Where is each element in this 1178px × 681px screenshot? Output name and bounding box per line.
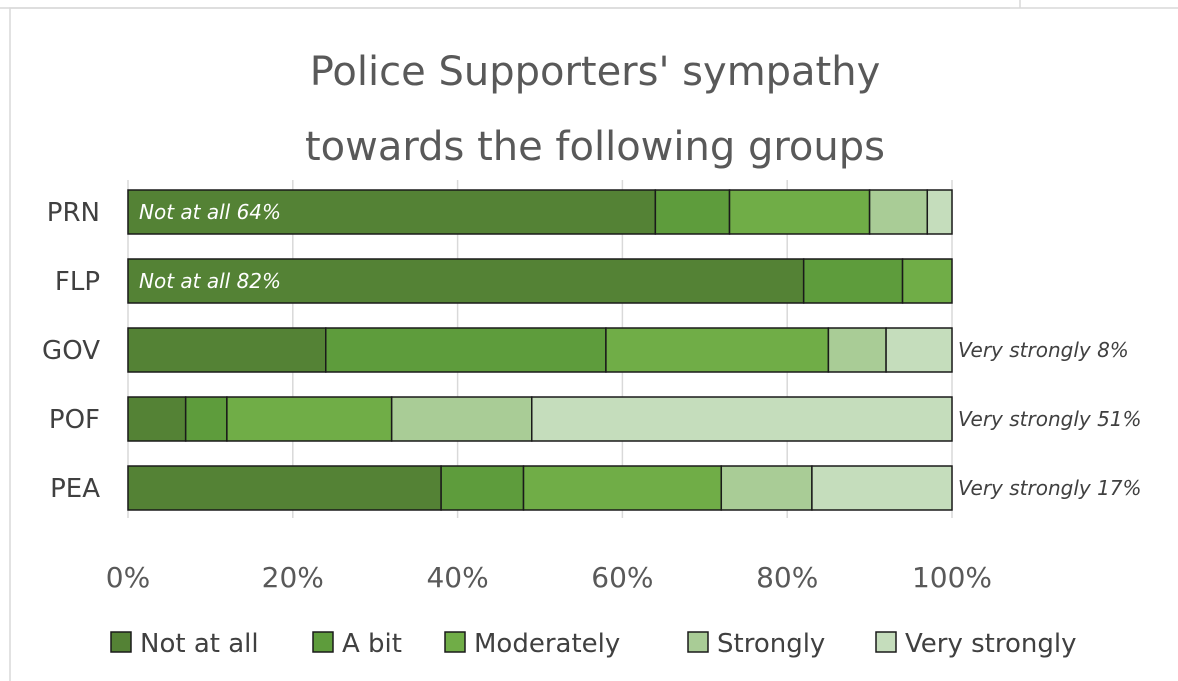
bar-segment-prn-4 — [926, 189, 953, 235]
chart-title: Police Supporters' sympathy towards the … — [305, 49, 885, 170]
bar-data-label-pea: Very strongly 17% — [958, 476, 1142, 500]
bar-data-label-gov: Very strongly 8% — [958, 338, 1129, 362]
bar-segment-pof-1 — [184, 396, 228, 442]
x-axis-tick-labels: 0% 20% 40% 60% 80% 100% — [106, 561, 992, 594]
x-tick-label: 20% — [262, 561, 324, 594]
bar-segment-pof-3 — [390, 396, 533, 442]
legend-label: Strongly — [717, 629, 825, 659]
bar-segment-pea-4 — [811, 465, 953, 511]
legend-label: Moderately — [474, 629, 620, 659]
legend: Not at all A bit Moderately Strongly Very st… — [110, 629, 1076, 659]
bar-segment-pof-0 — [127, 396, 187, 442]
bar-segment-prn-2 — [728, 189, 871, 235]
legend-swatch — [312, 631, 334, 653]
legend-swatch — [110, 631, 132, 653]
category-label-pof: POF — [49, 405, 100, 435]
category-labels: PRN FLP GOV POF PEA — [42, 198, 100, 504]
x-tick-label: 60% — [591, 561, 653, 594]
legend-swatch — [687, 631, 709, 653]
bar-segment-prn-0 — [127, 189, 657, 235]
category-label-gov: GOV — [42, 336, 100, 366]
legend-label: A bit — [342, 629, 402, 659]
legend-item-3: Strongly — [687, 629, 825, 659]
x-tick-label: 100% — [912, 561, 992, 594]
bars — [127, 189, 953, 511]
bar-segment-pea-3 — [720, 465, 813, 511]
legend-item-2: Moderately — [444, 629, 620, 659]
bar-segment-flp-2 — [901, 258, 953, 304]
legend-label: Not at all — [140, 629, 259, 659]
category-label-prn: PRN — [47, 198, 100, 228]
category-label-pea: PEA — [50, 474, 100, 504]
bar-segment-pea-0 — [127, 465, 442, 511]
bar-segment-pof-2 — [226, 396, 393, 442]
chart-title-line-1: Police Supporters' sympathy — [310, 49, 881, 95]
bar-data-label-pof: Very strongly 51% — [958, 407, 1142, 431]
legend-swatch — [444, 631, 466, 653]
x-tick-label: 0% — [106, 561, 150, 594]
bar-labels: Not at all 64% Not at all 82% Very strongl… — [139, 200, 1142, 500]
bar-segment-pea-1 — [440, 465, 525, 511]
category-label-flp: FLP — [55, 267, 100, 297]
bar-segment-prn-1 — [654, 189, 731, 235]
x-tick-label: 40% — [426, 561, 488, 594]
chart-title-line-2: towards the following groups — [305, 124, 885, 170]
bar-segment-pof-4 — [531, 396, 953, 442]
legend-item-4: Very strongly — [875, 629, 1076, 659]
bar-data-label-prn: Not at all 64% — [139, 200, 281, 224]
bar-segment-gov-0 — [127, 327, 327, 373]
bar-data-label-flp: Not at all 82% — [139, 269, 281, 293]
legend-item-1: A bit — [312, 629, 402, 659]
x-tick-label: 80% — [756, 561, 818, 594]
bar-segment-pea-2 — [522, 465, 723, 511]
bar-segment-prn-3 — [868, 189, 929, 235]
legend-item-0: Not at all — [110, 629, 259, 659]
legend-label: Very strongly — [905, 629, 1076, 659]
bar-segment-gov-3 — [827, 327, 887, 373]
bar-segment-flp-1 — [802, 258, 904, 304]
legend-swatch — [875, 631, 897, 653]
bar-segment-gov-4 — [885, 327, 953, 373]
bar-segment-gov-2 — [605, 327, 830, 373]
bar-segment-flp-0 — [127, 258, 805, 304]
bar-segment-gov-1 — [325, 327, 607, 373]
